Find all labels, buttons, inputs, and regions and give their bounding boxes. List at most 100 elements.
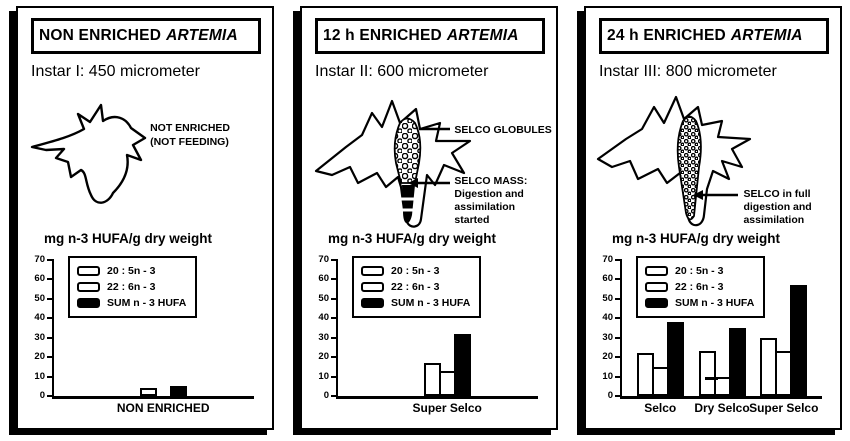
bar <box>698 351 716 396</box>
y-tick-mark <box>615 336 622 339</box>
y-tick-label: 40 <box>318 312 329 324</box>
y-tick-mark <box>331 317 338 320</box>
legend-row: 20 : 5n - 3 <box>645 263 754 279</box>
y-tick-label: 60 <box>318 273 329 285</box>
artemia-nauplius-illustration <box>314 99 472 228</box>
y-tick-mark <box>331 278 338 281</box>
y-tick-mark <box>47 278 54 281</box>
legend-swatch <box>77 282 100 292</box>
bar <box>728 328 746 396</box>
legend-swatch <box>645 266 668 276</box>
legend-swatch <box>77 266 100 276</box>
artemia-drawing-instar1: NOT ENRICHED (NOT FEEDING) <box>18 83 272 229</box>
legend-label: 22 : 6n - 3 <box>107 281 156 293</box>
y-tick-label: 70 <box>602 254 613 265</box>
y-tick-mark <box>331 336 338 339</box>
y-tick-mark <box>615 259 622 261</box>
panel-title-species: ARTEMIA <box>730 27 803 44</box>
arrowhead-icon <box>693 190 703 200</box>
panel-title-box: NON ENRICHED ARTEMIA <box>31 18 261 54</box>
y-tick-mark <box>331 297 338 300</box>
legend-row: SUM n - 3 HUFA <box>645 295 754 311</box>
y-tick-mark <box>331 375 338 378</box>
chart-title: mg n-3 HUFA/g dry weight <box>328 231 497 246</box>
panel-title-prefix: NON ENRICHED <box>39 27 162 44</box>
panel-12h-enriched: 12 h ENRICHED ARTEMIA Instar II: 600 micr… <box>300 6 558 430</box>
y-tick-mark <box>47 259 54 261</box>
y-tick-mark <box>615 395 622 397</box>
artemia-outline <box>30 103 147 204</box>
legend-row: 20 : 5n - 3 <box>77 263 186 279</box>
y-tick-label: 10 <box>34 370 45 382</box>
bar-chart-24h: 0 10 20 30 40 50 60 70 Selco Dry Selco Super Selco… <box>602 246 840 422</box>
selco-full-digestion-sac <box>676 115 702 221</box>
legend-row: 22 : 6n - 3 <box>645 279 754 295</box>
legend-label: 22 : 6n - 3 <box>675 281 724 293</box>
y-tick-label: 0 <box>323 390 329 401</box>
chart-legend: 20 : 5n - 3 22 : 6n - 3 SUM n - 3 HUFA <box>68 256 198 318</box>
y-tick-mark <box>47 375 54 378</box>
y-tick-label: 30 <box>34 331 45 343</box>
y-tick-mark <box>615 297 622 300</box>
y-tick-label: 30 <box>602 331 613 343</box>
y-tick-mark <box>331 356 338 359</box>
y-tick-label: 50 <box>318 292 329 304</box>
x-category-label: Super Selco <box>412 401 482 415</box>
legend-row: 20 : 5n - 3 <box>361 263 470 279</box>
y-tick-mark <box>615 317 622 320</box>
artemia-nauplius-illustration <box>30 103 147 204</box>
y-tick-label: 50 <box>34 292 45 304</box>
y-tick-label: 20 <box>34 351 45 363</box>
y-tick-label: 0 <box>607 390 613 401</box>
legend-label: 20 : 5n - 3 <box>107 265 156 277</box>
bar-chart-non-enriched: 0 10 20 30 40 50 60 70 NON ENRICHED 20 : 5n - 3 22… <box>34 246 272 422</box>
bar <box>666 322 684 396</box>
dash-marker <box>704 376 718 380</box>
panel-title-species: ARTEMIA <box>166 27 238 44</box>
selco-mass <box>402 185 415 224</box>
artemia-drawing-instar2: SELCO GLOBULES SELCO MASS: Digestion and… <box>302 83 556 229</box>
y-tick-mark <box>615 278 622 281</box>
legend-row: 22 : 6n - 3 <box>77 279 186 295</box>
y-tick-label: 50 <box>602 292 613 304</box>
callout-selco-full: SELCO in full digestion and assimilation <box>743 188 812 227</box>
y-tick-mark <box>47 317 54 320</box>
chart-title: mg n-3 HUFA/g dry weight <box>44 231 213 246</box>
panel-title-prefix: 24 h ENRICHED <box>607 27 726 44</box>
legend-swatch <box>361 298 384 308</box>
arrowhead-icon <box>408 178 418 188</box>
y-tick-label: 20 <box>602 351 613 363</box>
bar <box>169 386 187 396</box>
callout-selco-mass: SELCO MASS: Digestion and assimilation s… <box>454 174 528 227</box>
y-tick-label: 70 <box>34 254 45 265</box>
annotation-not-enriched: NOT ENRICHED (NOT FEEDING) <box>150 122 230 148</box>
legend-row: SUM n - 3 HUFA <box>77 295 186 311</box>
artemia-drawing-instar3: SELCO in full digestion and assimilation <box>586 83 840 229</box>
chart-legend: 20 : 5n - 3 22 : 6n - 3 SUM n - 3 HUFA <box>636 256 766 318</box>
callout-selco-globules: SELCO GLOBULES <box>454 123 552 136</box>
legend-swatch <box>645 298 668 308</box>
selco-globules-sac <box>393 117 422 184</box>
y-tick-mark <box>47 356 54 359</box>
legend-label: SUM n - 3 HUFA <box>107 297 187 309</box>
legend-label: 22 : 6n - 3 <box>391 281 440 293</box>
legend-swatch <box>645 282 668 292</box>
panel-non-enriched: NON ENRICHED ARTEMIA Instar I: 450 microm… <box>16 6 274 430</box>
chart-plot: 0 10 20 30 40 50 60 70 Selco Dry Selco Super Selco… <box>602 254 822 415</box>
chart-plot: 0 10 20 30 40 50 60 70 Super Selco 20 : 5n - 3 22 … <box>318 254 538 415</box>
chart-plot: 0 10 20 30 40 50 60 70 NON ENRICHED 20 : 5n - 3 22… <box>34 254 254 415</box>
y-tick-label: 60 <box>602 273 613 285</box>
y-tick-label: 60 <box>34 273 45 285</box>
y-tick-mark <box>331 259 338 261</box>
bar-chart-12h: 0 10 20 30 40 50 60 70 Super Selco 20 : 5n - 3 22 … <box>318 246 556 422</box>
legend-swatch <box>77 298 100 308</box>
panel-24h-enriched: 24 h ENRICHED ARTEMIA Instar III: 800 mic… <box>584 6 842 430</box>
y-tick-label: 10 <box>602 370 613 382</box>
legend-label: SUM n - 3 HUFA <box>391 297 471 309</box>
y-tick-mark <box>47 395 54 397</box>
artemia-nauplius-illustration <box>596 95 752 227</box>
panel-title-species: ARTEMIA <box>446 27 519 44</box>
y-tick-mark <box>47 336 54 339</box>
y-tick-mark <box>47 297 54 300</box>
x-category-label: NON ENRICHED <box>116 401 210 415</box>
